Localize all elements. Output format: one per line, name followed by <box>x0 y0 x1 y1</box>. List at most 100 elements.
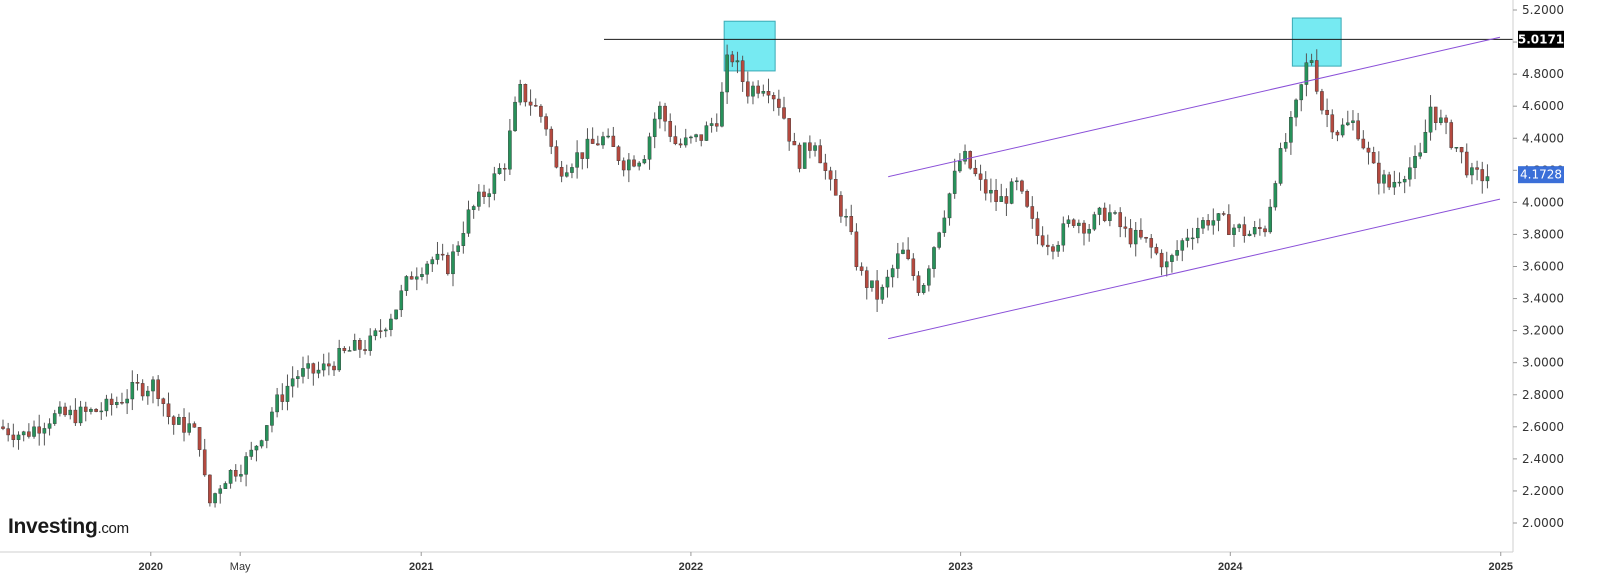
candle-body <box>233 470 238 477</box>
candle-body <box>1278 148 1283 184</box>
candle-body <box>1397 181 1402 184</box>
candle-body <box>1190 237 1195 240</box>
candle-body <box>777 98 781 108</box>
candle-body <box>244 456 248 475</box>
y-tick-label: 4.0000 <box>1522 195 1564 209</box>
candle-body <box>166 403 171 418</box>
candle-body <box>1082 222 1086 234</box>
candle-body <box>383 329 388 332</box>
candle-body <box>1413 156 1417 168</box>
candle-body <box>482 191 486 197</box>
candle-body <box>1464 151 1469 176</box>
candle-body <box>1454 147 1459 149</box>
candle-body <box>1097 207 1102 215</box>
candle-body <box>1475 167 1479 170</box>
candle-body <box>559 167 564 177</box>
candle-body <box>1408 167 1412 180</box>
candle-body <box>430 259 435 265</box>
candle-body <box>78 406 83 424</box>
channel-line <box>888 36 1501 178</box>
candle-body <box>270 411 274 426</box>
candle-body <box>952 170 957 194</box>
candle-body <box>528 101 533 106</box>
candle-body <box>627 159 631 171</box>
candle-body <box>683 137 688 146</box>
candle-body <box>549 128 554 147</box>
channel-line <box>888 198 1501 340</box>
candle-body <box>983 179 988 194</box>
candle-body <box>1470 167 1474 176</box>
candle-body <box>1139 229 1143 238</box>
candle-body <box>404 276 409 291</box>
candle-body <box>280 394 285 402</box>
candle-body <box>906 249 910 260</box>
candle-body <box>704 125 709 141</box>
candle-body <box>1051 246 1055 252</box>
candle-body <box>870 280 874 288</box>
candle-body <box>58 406 62 414</box>
candle-body <box>466 209 471 234</box>
candle-body <box>99 410 104 413</box>
candle-body <box>1149 238 1154 248</box>
candle-body <box>1201 220 1205 229</box>
candle-body <box>740 60 745 82</box>
candle-body <box>570 167 574 173</box>
candle-body <box>249 449 254 457</box>
candle-body <box>658 105 662 120</box>
candle-body <box>6 428 10 436</box>
candle-body <box>202 449 207 476</box>
x-tick-label: 2025 <box>1488 561 1512 573</box>
candle-body <box>973 167 978 175</box>
x-tick-label: May <box>230 561 251 573</box>
candle-body <box>647 136 652 160</box>
candle-body <box>1087 228 1091 234</box>
candle-body <box>859 266 864 271</box>
candle-body <box>187 423 192 433</box>
candle-body <box>994 189 998 202</box>
candle-body <box>368 335 373 351</box>
candle-body <box>1009 181 1014 204</box>
candle-body <box>1444 117 1448 123</box>
y-tick-label: 3.6000 <box>1522 260 1564 274</box>
y-tick-label: 3.4000 <box>1522 292 1564 306</box>
candle-body <box>1325 109 1329 115</box>
candle-body <box>1459 147 1464 153</box>
candle-body <box>927 268 931 286</box>
candle-body <box>316 369 321 374</box>
candle-body <box>1320 91 1324 111</box>
candle-body <box>1273 183 1278 208</box>
candle-body <box>632 159 636 167</box>
candle-body <box>130 382 135 400</box>
candle-body <box>611 135 616 147</box>
candle-body <box>714 123 719 127</box>
candle-body <box>358 340 362 350</box>
candle-body <box>1035 218 1040 236</box>
candle-body <box>171 416 176 425</box>
candle-body <box>761 91 766 94</box>
candle-body <box>27 431 31 437</box>
candle-body <box>1185 237 1190 241</box>
candle-body <box>652 118 657 137</box>
candle-body <box>37 426 42 434</box>
candle-body <box>616 146 621 161</box>
candle-body <box>916 275 921 293</box>
candle-body <box>885 276 890 288</box>
candle-body <box>1092 214 1097 230</box>
candle-body <box>968 151 973 169</box>
last-price-badge-bg <box>1518 166 1564 184</box>
candle-body <box>471 206 476 210</box>
candle-body <box>1077 222 1081 226</box>
candle-body <box>673 136 678 145</box>
candle-body <box>849 216 854 233</box>
candle-body <box>440 253 445 256</box>
candle-body <box>497 167 502 174</box>
candle-body <box>642 159 647 164</box>
candle-body <box>1020 180 1024 192</box>
candle-body <box>1232 227 1236 235</box>
candle-body <box>875 280 879 300</box>
candle-body <box>1330 114 1335 133</box>
candle-body <box>275 394 279 413</box>
candle-body <box>378 330 383 332</box>
candle-body <box>1154 247 1159 254</box>
